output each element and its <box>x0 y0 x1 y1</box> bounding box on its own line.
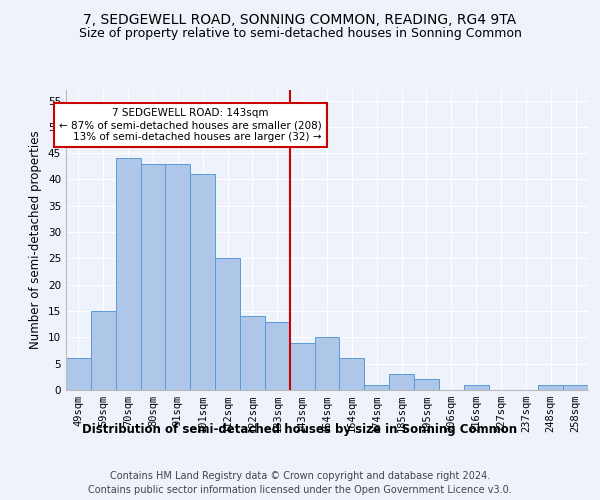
Bar <box>563 384 588 390</box>
Bar <box>265 322 290 390</box>
Bar <box>240 316 265 390</box>
Bar <box>414 380 439 390</box>
Bar <box>389 374 414 390</box>
Bar <box>215 258 240 390</box>
Bar <box>340 358 364 390</box>
Bar <box>364 384 389 390</box>
Y-axis label: Number of semi-detached properties: Number of semi-detached properties <box>29 130 43 350</box>
Bar <box>91 311 116 390</box>
Text: Size of property relative to semi-detached houses in Sonning Common: Size of property relative to semi-detach… <box>79 28 521 40</box>
Text: Contains HM Land Registry data © Crown copyright and database right 2024.
Contai: Contains HM Land Registry data © Crown c… <box>88 471 512 495</box>
Bar <box>116 158 140 390</box>
Bar <box>166 164 190 390</box>
Text: 7 SEDGEWELL ROAD: 143sqm
← 87% of semi-detached houses are smaller (208)
    13%: 7 SEDGEWELL ROAD: 143sqm ← 87% of semi-d… <box>59 108 322 142</box>
Bar <box>464 384 488 390</box>
Bar <box>314 338 340 390</box>
Bar <box>538 384 563 390</box>
Bar <box>190 174 215 390</box>
Text: Distribution of semi-detached houses by size in Sonning Common: Distribution of semi-detached houses by … <box>82 422 518 436</box>
Text: 7, SEDGEWELL ROAD, SONNING COMMON, READING, RG4 9TA: 7, SEDGEWELL ROAD, SONNING COMMON, READI… <box>83 12 517 26</box>
Bar <box>66 358 91 390</box>
Bar <box>140 164 166 390</box>
Bar <box>290 342 314 390</box>
